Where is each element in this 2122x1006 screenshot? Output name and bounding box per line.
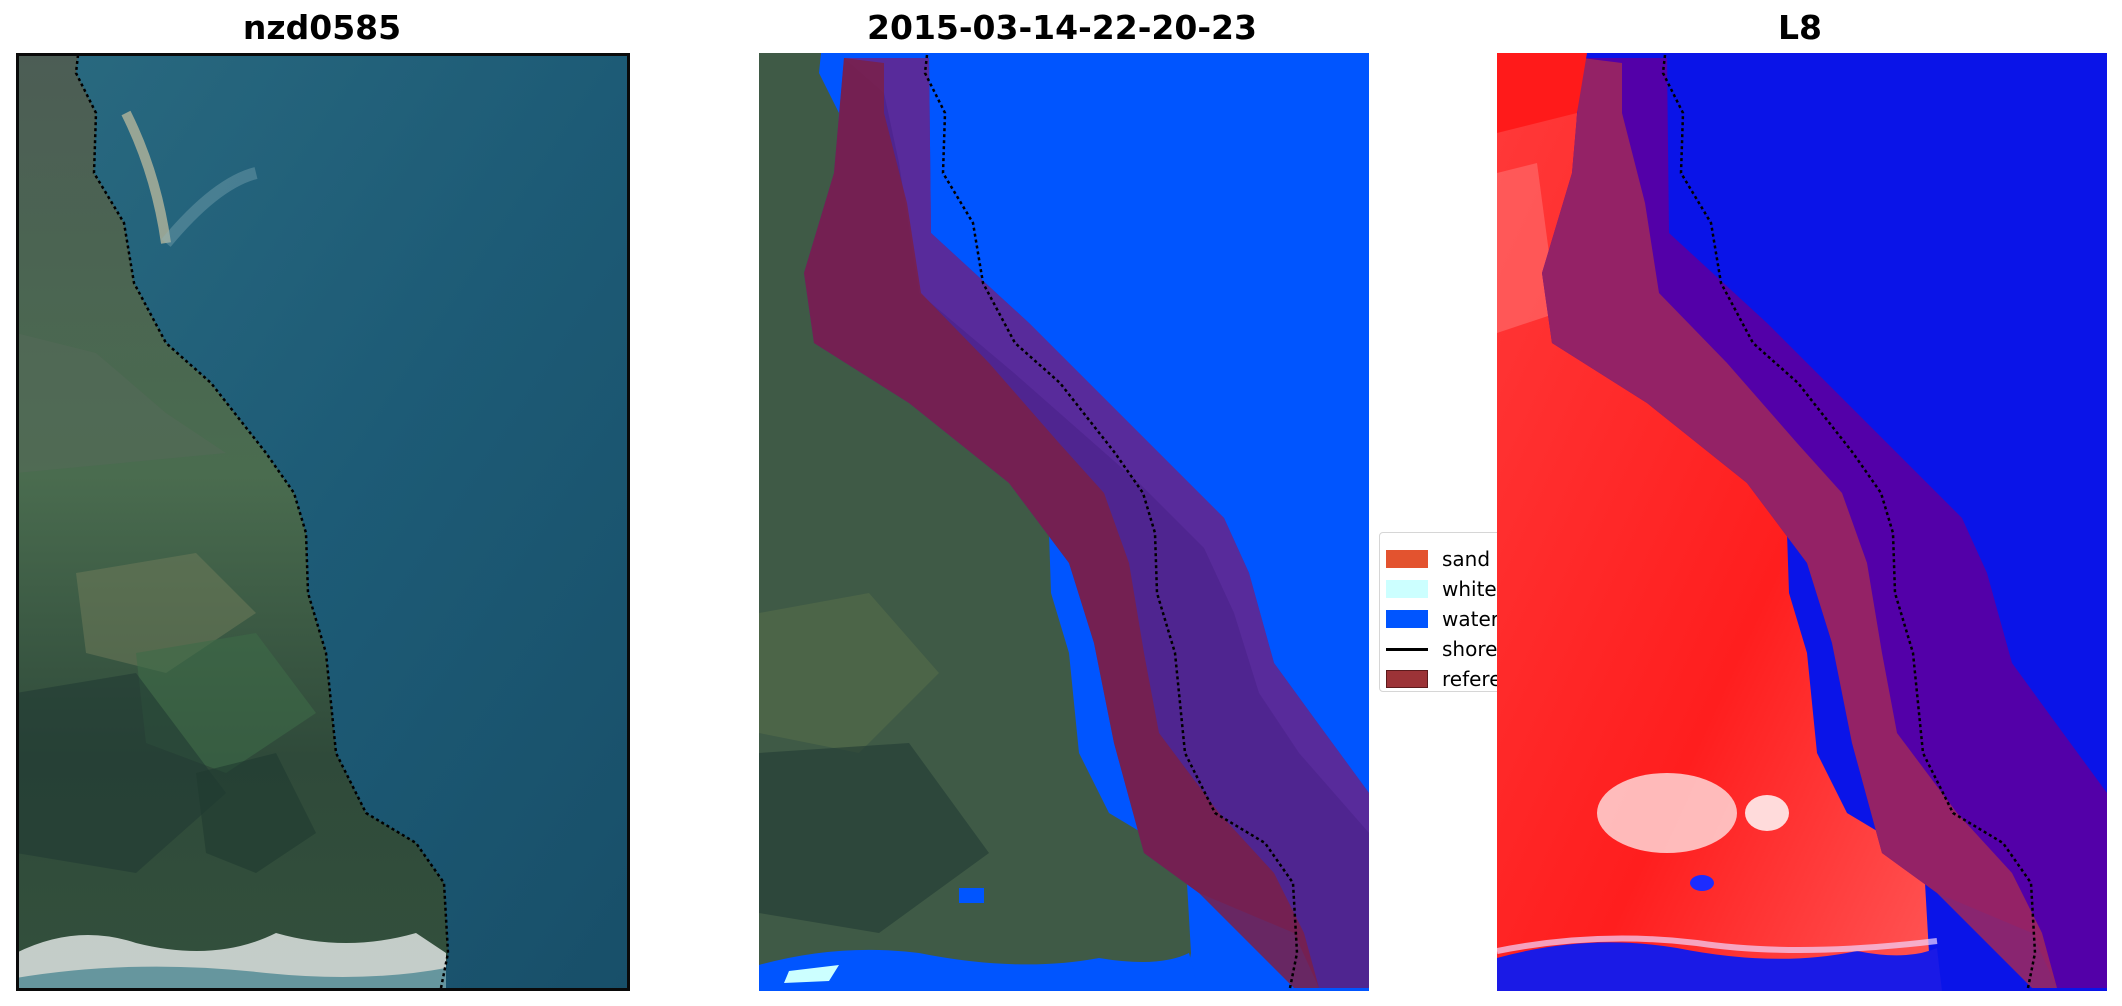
legend-item-shoreline: shoreline xyxy=(1386,637,1503,661)
classified-panel xyxy=(759,53,1369,991)
index-panel xyxy=(1497,53,2107,991)
legend-item-water: water xyxy=(1386,607,1499,631)
panel-title-rgb: nzd0585 xyxy=(242,8,402,47)
legend-swatch-sand xyxy=(1386,550,1428,568)
legend-label: sand xyxy=(1442,547,1491,571)
classified-image xyxy=(759,53,1369,991)
panel-title-classified: 2015-03-14-22-20-23 xyxy=(867,8,1257,47)
legend: sand white-water water shoreline referen… xyxy=(1379,532,1503,692)
legend-swatch-reference-buffer xyxy=(1386,670,1428,688)
legend-swatch-water xyxy=(1386,610,1428,628)
legend-line-shoreline xyxy=(1386,647,1428,651)
legend-label: shoreline xyxy=(1442,637,1503,661)
legend-item-reference-buffer: reference shoreline buffer xyxy=(1386,667,1502,691)
legend-label: reference shoreline buffer xyxy=(1442,667,1502,691)
rgb-satellite-panel xyxy=(16,53,630,991)
panel-title-index: L8 xyxy=(1778,8,1822,47)
legend-label: water xyxy=(1442,607,1499,631)
legend-item-sand: sand xyxy=(1386,547,1491,571)
legend-item-white-water: white-water xyxy=(1386,577,1502,601)
legend-swatch-white-water xyxy=(1386,580,1428,598)
rgb-satellite-image xyxy=(16,53,630,991)
index-image xyxy=(1497,53,2107,991)
legend-label: white-water xyxy=(1442,577,1502,601)
